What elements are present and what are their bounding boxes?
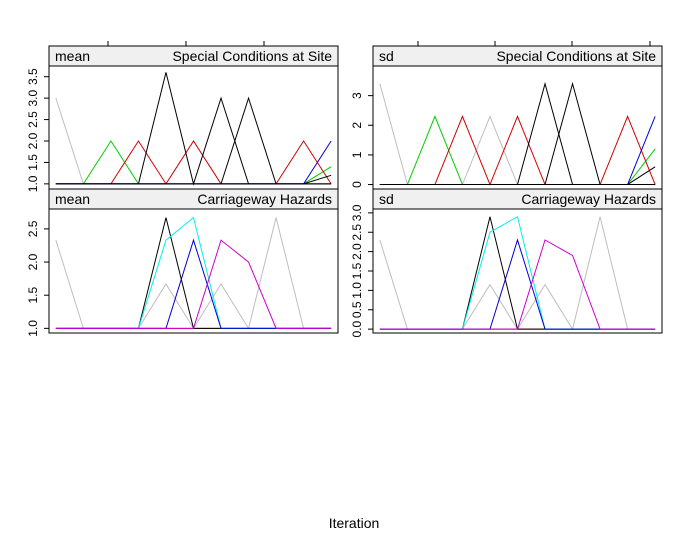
strip-label-variable: Carriageway Hazards xyxy=(521,191,656,207)
panel-2: sd Special Conditions at Site 0 1 2 3 xyxy=(350,41,663,190)
plot-frame-4 xyxy=(372,208,663,334)
strip-label-statistic: mean xyxy=(55,191,90,207)
y-tick-label: 2.5 xyxy=(26,220,40,237)
panel-3: mean Carriageway Hazards 1.0 1.5 2.0 2.5 xyxy=(26,188,339,337)
y-tick-label: 1.5 xyxy=(26,154,40,171)
y-tick-label: 1.0 xyxy=(26,175,40,192)
strip-label-variable: Special Conditions at Site xyxy=(172,48,332,64)
strip-label-variable: Carriageway Hazards xyxy=(197,191,332,207)
series-line-7 xyxy=(55,174,332,185)
strip-label-variable: Special Conditions at Site xyxy=(496,48,656,64)
y-tick-label: 2 xyxy=(350,122,364,129)
y-tick-label: 3.0 xyxy=(350,204,364,221)
series-line-1 xyxy=(379,216,656,331)
plot-frame-3 xyxy=(48,208,339,334)
plot-frame-2 xyxy=(372,65,663,190)
panel-1: mean Special Conditions at Site 1.0 1.5 2.0 2… xyxy=(26,41,339,192)
y-tick-label: 0 xyxy=(350,181,364,188)
series-line-1 xyxy=(379,83,656,186)
y-tick-label: 1 xyxy=(350,151,364,158)
y-tick-label: 0.5 xyxy=(350,301,364,318)
series-line-5 xyxy=(55,238,332,329)
series-line-4 xyxy=(379,81,656,186)
series-line-4 xyxy=(55,72,332,186)
series-line-5 xyxy=(379,238,656,330)
y-tick-label: 2.5 xyxy=(350,224,364,241)
y-tick-label: 1.0 xyxy=(26,320,40,337)
y-tick-label: 1.5 xyxy=(350,262,364,279)
y-tick-label: 1.0 xyxy=(350,282,364,299)
strip-label-statistic: mean xyxy=(55,48,90,64)
y-tick-label: 2.0 xyxy=(26,132,40,149)
series-line-6 xyxy=(379,239,656,330)
series-line-6 xyxy=(55,239,332,329)
y-tick-label: 2.0 xyxy=(350,243,364,260)
y-tick-label: 2.0 xyxy=(26,253,40,270)
y-tick-label: 3 xyxy=(350,92,364,99)
x-axis-label: Iteration xyxy=(329,515,380,531)
series-line-5 xyxy=(379,81,656,186)
series-line-7 xyxy=(379,166,656,186)
y-tick-label: 3.5 xyxy=(26,68,40,85)
y-tick-label: 3.0 xyxy=(26,89,40,106)
y-tick-label: 2.5 xyxy=(26,111,40,128)
strip-label-statistic: sd xyxy=(379,191,394,207)
strip-label-statistic: sd xyxy=(379,48,394,64)
series-line-1 xyxy=(55,217,332,330)
panel-4: sd Carriageway Hazards 0.0 0.5 1.0 1.5 2.0 2.5 3… xyxy=(350,188,663,337)
y-tick-label: 1.5 xyxy=(26,287,40,304)
y-tick-label: 0.0 xyxy=(350,320,364,337)
